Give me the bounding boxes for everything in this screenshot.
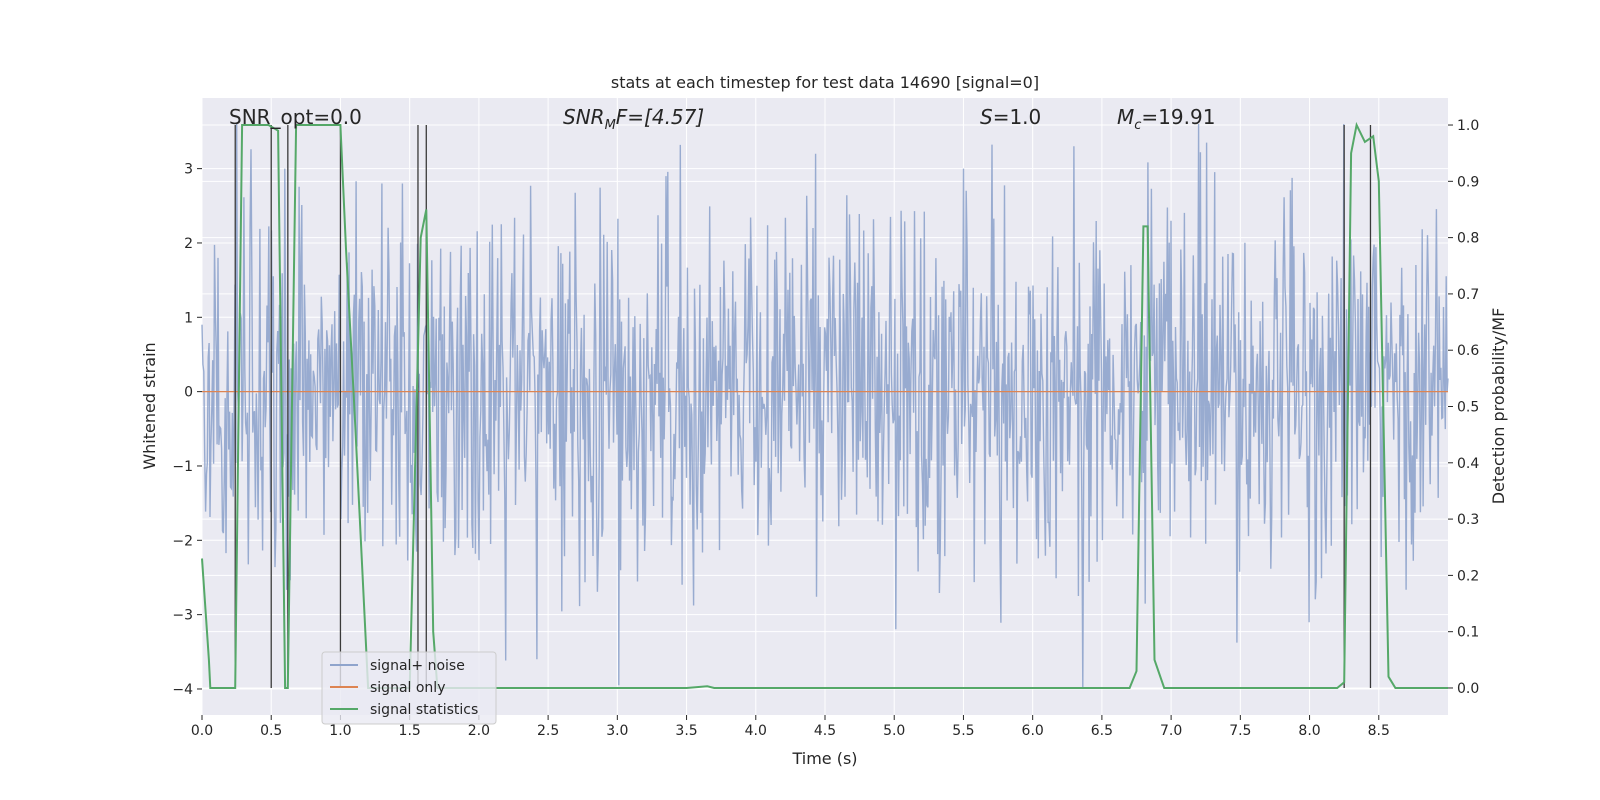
y2-tick-label-6: 0.6 xyxy=(1457,343,1479,359)
y-tick-label-2: −2 xyxy=(172,533,193,549)
y2-tick-label-3: 0.3 xyxy=(1457,512,1479,528)
annotation-s: S=1.0 xyxy=(980,105,1041,129)
x-tick-label-8: 4.0 xyxy=(745,723,767,739)
y2-tick-label-4: 0.4 xyxy=(1457,456,1479,472)
y2-axis-ticks: 0.0 0.1 0.2 0.3 0.4 0.5 0.6 0.7 0.8 0.9 1.0 xyxy=(1448,118,1479,697)
annotation-mc: Mc=19.91 xyxy=(1117,105,1215,133)
chart-title: stats at each timestep for test data 146… xyxy=(611,73,1039,92)
x-tick-label-14: 7.0 xyxy=(1160,723,1182,739)
y2-tick-label-10: 1.0 xyxy=(1457,118,1479,134)
y-tick-label-6: 2 xyxy=(184,236,193,252)
x-tick-label-11: 5.5 xyxy=(952,723,974,739)
x-tick-label-4: 2.0 xyxy=(468,723,490,739)
x-tick-label-12: 6.0 xyxy=(1022,723,1044,739)
legend-label-stats: signal statistics xyxy=(370,702,478,718)
signal-noise-line xyxy=(201,123,1449,690)
y-tick-label-5: 1 xyxy=(184,310,193,326)
legend-label-signal: signal only xyxy=(370,680,445,696)
annotation-snr-opt: SNR_opt=0.0 xyxy=(229,105,362,129)
annotation-snr-mf: SNRMF=[4.57] xyxy=(563,105,704,133)
x-tick-label-0: 0.0 xyxy=(191,723,213,739)
x-tick-label-17: 8.5 xyxy=(1368,723,1390,739)
y-tick-label-0: −4 xyxy=(172,682,193,698)
signal-statistics-series xyxy=(201,121,1448,689)
y-axis-label: Whitened strain xyxy=(140,342,159,469)
y-tick-label-7: 3 xyxy=(184,162,193,178)
y-axis-ticks: −4 −3 −2 −1 0 1 2 3 xyxy=(172,162,202,698)
y-tick-label-4: 0 xyxy=(184,385,193,401)
legend: signal+ noise signal only signal statist… xyxy=(321,651,497,725)
y2-tick-label-5: 0.5 xyxy=(1457,400,1479,416)
y-tick-label-3: −1 xyxy=(172,459,193,475)
y2-tick-label-0: 0.0 xyxy=(1457,681,1479,697)
x-tick-label-2: 1.0 xyxy=(329,723,351,739)
y2-tick-label-2: 0.2 xyxy=(1457,568,1479,584)
x-axis-label: Time (s) xyxy=(791,749,857,768)
y2-tick-label-7: 0.7 xyxy=(1457,287,1479,303)
x-tick-label-5: 2.5 xyxy=(537,723,559,739)
x-axis-ticks: 0.0 0.5 1.0 1.5 2.0 2.5 3.0 3.5 4.0 4.5 5.0 5.5 6.0 6… xyxy=(191,715,1390,739)
legend-label-noise: signal+ noise xyxy=(370,658,465,674)
x-tick-label-1: 0.5 xyxy=(260,723,282,739)
x-tick-label-3: 1.5 xyxy=(399,723,421,739)
x-tick-label-7: 3.5 xyxy=(675,723,697,739)
legend-box xyxy=(321,651,497,725)
vertical-marker-lines xyxy=(234,125,1372,688)
y2-tick-label-9: 0.9 xyxy=(1457,174,1479,190)
x-tick-label-6: 3.0 xyxy=(606,723,628,739)
x-tick-label-13: 6.5 xyxy=(1091,723,1113,739)
x-tick-label-15: 7.5 xyxy=(1229,723,1251,739)
x-tick-label-9: 4.5 xyxy=(814,723,836,739)
x-tick-label-10: 5.0 xyxy=(883,723,905,739)
y-tick-label-1: −3 xyxy=(172,608,193,624)
y2-axis-label: Detection probability/MF xyxy=(1489,308,1508,505)
y2-tick-label-1: 0.1 xyxy=(1457,625,1479,641)
x-tick-label-16: 8.0 xyxy=(1298,723,1320,739)
signal-noise-series xyxy=(201,123,1449,690)
y2-tick-label-8: 0.8 xyxy=(1457,231,1479,247)
